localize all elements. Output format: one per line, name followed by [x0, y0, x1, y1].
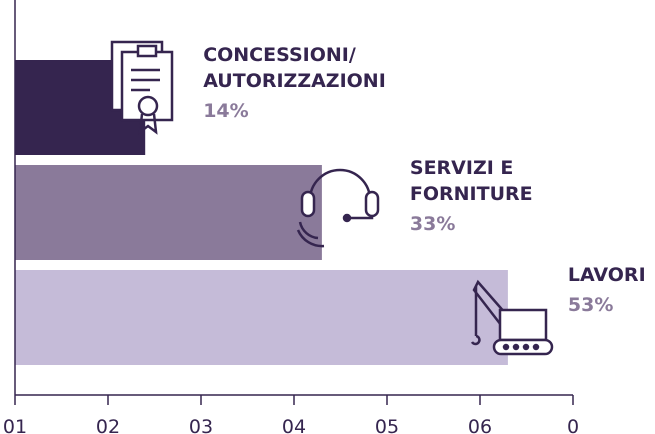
bar [15, 165, 322, 260]
icon-crane [470, 279, 554, 356]
category-label: LAVORI [567, 264, 646, 286]
category-label: CONCESSIONI/ AUTORIZZAZIONI [203, 44, 386, 92]
x-tick-label: 06 [468, 416, 492, 434]
x-tick-label: 04 [282, 416, 306, 434]
x-tick-label: 01 [3, 416, 27, 434]
icon-headset [296, 168, 380, 248]
icon-document [110, 40, 174, 135]
x-tick-label: 02 [96, 416, 120, 434]
category-label: SERVIZI E FORNITURE [409, 157, 533, 205]
value-label: 14% [203, 100, 249, 122]
x-tick-label: 0 [567, 416, 579, 434]
bar [15, 270, 508, 365]
x-tick-label: 03 [189, 416, 213, 434]
x-tick-label: 05 [375, 416, 399, 434]
value-label: 53% [567, 294, 614, 316]
icons [110, 40, 554, 356]
value-label: 33% [409, 213, 456, 235]
